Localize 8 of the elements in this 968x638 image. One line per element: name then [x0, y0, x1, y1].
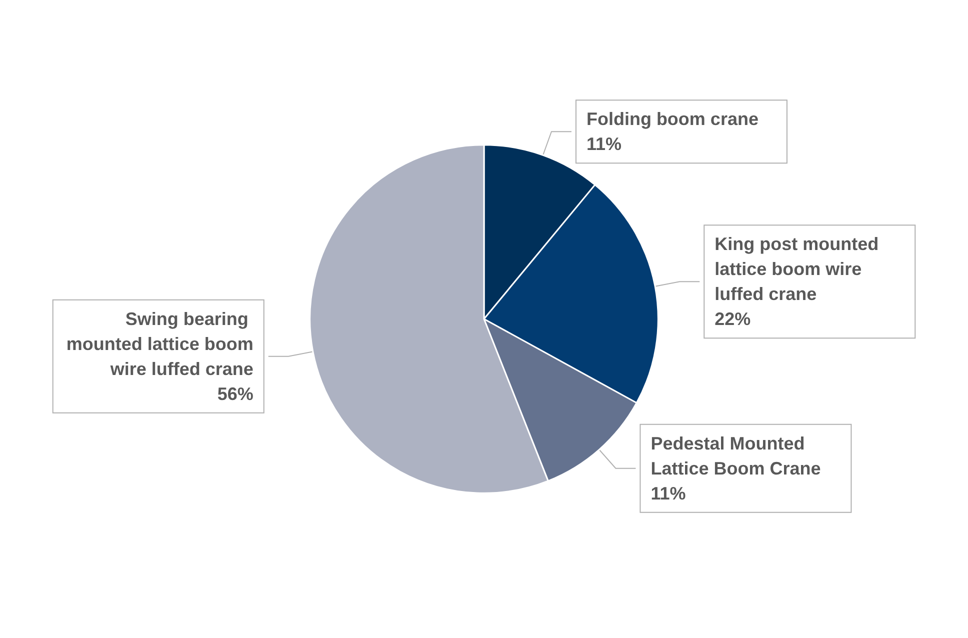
slice-label: Swing bearing mounted lattice boom wire luffed crane	[66, 308, 254, 379]
data-label: 11%	[650, 483, 686, 504]
data-label: 11%	[586, 134, 622, 154]
slice-label: Pedestal Mounted Lattice Boom Crane	[650, 433, 821, 478]
slice-label: King post mounted lattice boom wire luffed crane	[714, 234, 884, 304]
data-label: 56%	[217, 384, 254, 404]
data-label: 22%	[714, 309, 751, 330]
slice-label: Folding boom crane	[586, 109, 758, 130]
